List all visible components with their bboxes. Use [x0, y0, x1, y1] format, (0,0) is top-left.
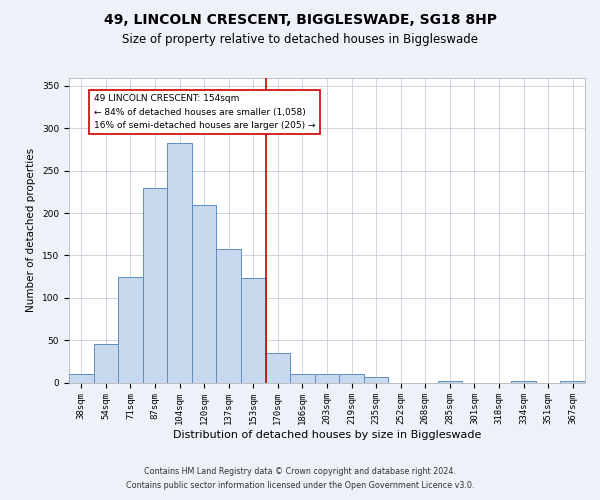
Bar — [339, 374, 364, 382]
Bar — [69, 374, 94, 382]
Bar — [217, 250, 241, 382]
Bar — [364, 376, 388, 382]
Y-axis label: Number of detached properties: Number of detached properties — [26, 148, 37, 312]
Text: Contains HM Land Registry data © Crown copyright and database right 2024.: Contains HM Land Registry data © Crown c… — [144, 467, 456, 476]
Bar — [167, 142, 192, 382]
Bar — [437, 381, 462, 382]
Bar — [143, 188, 167, 382]
Text: 49, LINCOLN CRESCENT, BIGGLESWADE, SG18 8HP: 49, LINCOLN CRESCENT, BIGGLESWADE, SG18 … — [104, 12, 497, 26]
Bar — [290, 374, 315, 382]
Bar — [192, 204, 217, 382]
Text: Size of property relative to detached houses in Biggleswade: Size of property relative to detached ho… — [122, 32, 478, 46]
Bar — [118, 276, 143, 382]
Bar — [94, 344, 118, 383]
Text: 49 LINCOLN CRESCENT: 154sqm
← 84% of detached houses are smaller (1,058)
16% of : 49 LINCOLN CRESCENT: 154sqm ← 84% of det… — [94, 94, 315, 130]
Bar — [511, 381, 536, 382]
Bar — [560, 381, 585, 382]
Bar — [241, 278, 266, 382]
X-axis label: Distribution of detached houses by size in Biggleswade: Distribution of detached houses by size … — [173, 430, 481, 440]
Bar — [266, 353, 290, 382]
Bar — [315, 374, 339, 382]
Text: Contains public sector information licensed under the Open Government Licence v3: Contains public sector information licen… — [126, 481, 474, 490]
